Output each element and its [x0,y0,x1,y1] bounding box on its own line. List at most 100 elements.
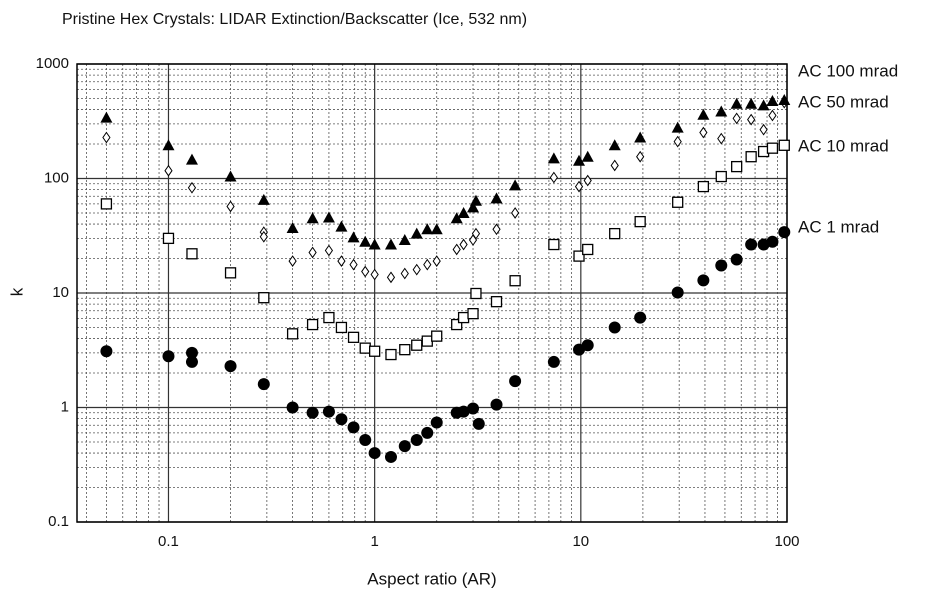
point [323,311,335,324]
point [369,345,381,357]
point [745,151,757,163]
point [490,398,503,411]
point [490,192,503,204]
point [583,174,592,187]
point [778,139,790,151]
point [224,170,237,182]
point [697,108,710,120]
point [359,342,371,354]
point [451,318,463,331]
y-tick-label: 0.1 [48,513,69,530]
point [398,234,411,246]
point [730,253,743,266]
point [162,350,175,363]
point [608,321,621,334]
point [421,426,434,439]
point [359,434,372,447]
point [699,126,708,139]
point [258,292,270,304]
point [470,287,482,300]
point [634,131,647,143]
point [226,200,235,213]
point [335,413,348,426]
x-tick-label: 100 [774,533,799,550]
point [368,447,381,460]
point [359,235,372,247]
point [288,255,297,267]
point [730,97,743,109]
point [384,238,397,250]
y-tick-label: 1 [61,398,69,415]
point [410,227,423,239]
point [574,180,584,193]
point [410,434,423,447]
y-tick-label: 1000 [36,55,69,72]
point [347,331,360,343]
point [162,139,175,151]
y-axis-label: k [7,287,26,296]
point [450,212,463,224]
point [430,416,443,429]
point [673,135,682,148]
point [509,179,522,191]
point [164,164,173,177]
point [399,344,411,356]
point [400,267,409,280]
point [335,321,348,334]
point [472,417,485,430]
point [452,243,461,256]
x-tick-label: 1 [370,533,378,550]
point [368,238,381,250]
point [421,223,434,235]
point [547,355,560,368]
point [185,346,198,359]
point [322,211,335,223]
point [547,152,560,164]
point [509,275,521,287]
point [715,105,728,117]
point [257,378,270,391]
point [457,311,470,324]
point [582,243,594,256]
point [185,153,198,165]
series-label: AC 1 mrad [798,217,879,236]
point [768,109,777,122]
y-tick-label: 10 [52,284,69,301]
point [187,181,197,194]
point [162,232,175,245]
point [581,339,594,352]
point [423,258,432,271]
point [731,160,743,173]
point [431,330,443,342]
point [286,401,299,414]
point [185,355,198,368]
point [412,263,421,276]
point [347,231,360,243]
x-axis-label: Aspect ratio (AR) [367,569,496,588]
point [459,238,468,251]
point [766,95,779,107]
point [306,212,319,224]
point [766,142,779,154]
point [609,227,621,240]
point [286,221,299,233]
point [102,131,111,144]
point [757,99,770,111]
point [715,170,727,183]
point [457,405,470,418]
point [430,223,443,235]
point [548,238,560,251]
point [634,215,646,228]
point [672,196,684,208]
point [634,311,647,324]
series-label: AC 10 mrad [798,136,889,155]
point [492,223,501,236]
point [100,111,113,123]
point [324,244,334,257]
point [457,206,470,218]
point [322,405,335,418]
point [467,402,480,415]
x-tick-label: 10 [572,533,589,550]
point [347,421,360,434]
